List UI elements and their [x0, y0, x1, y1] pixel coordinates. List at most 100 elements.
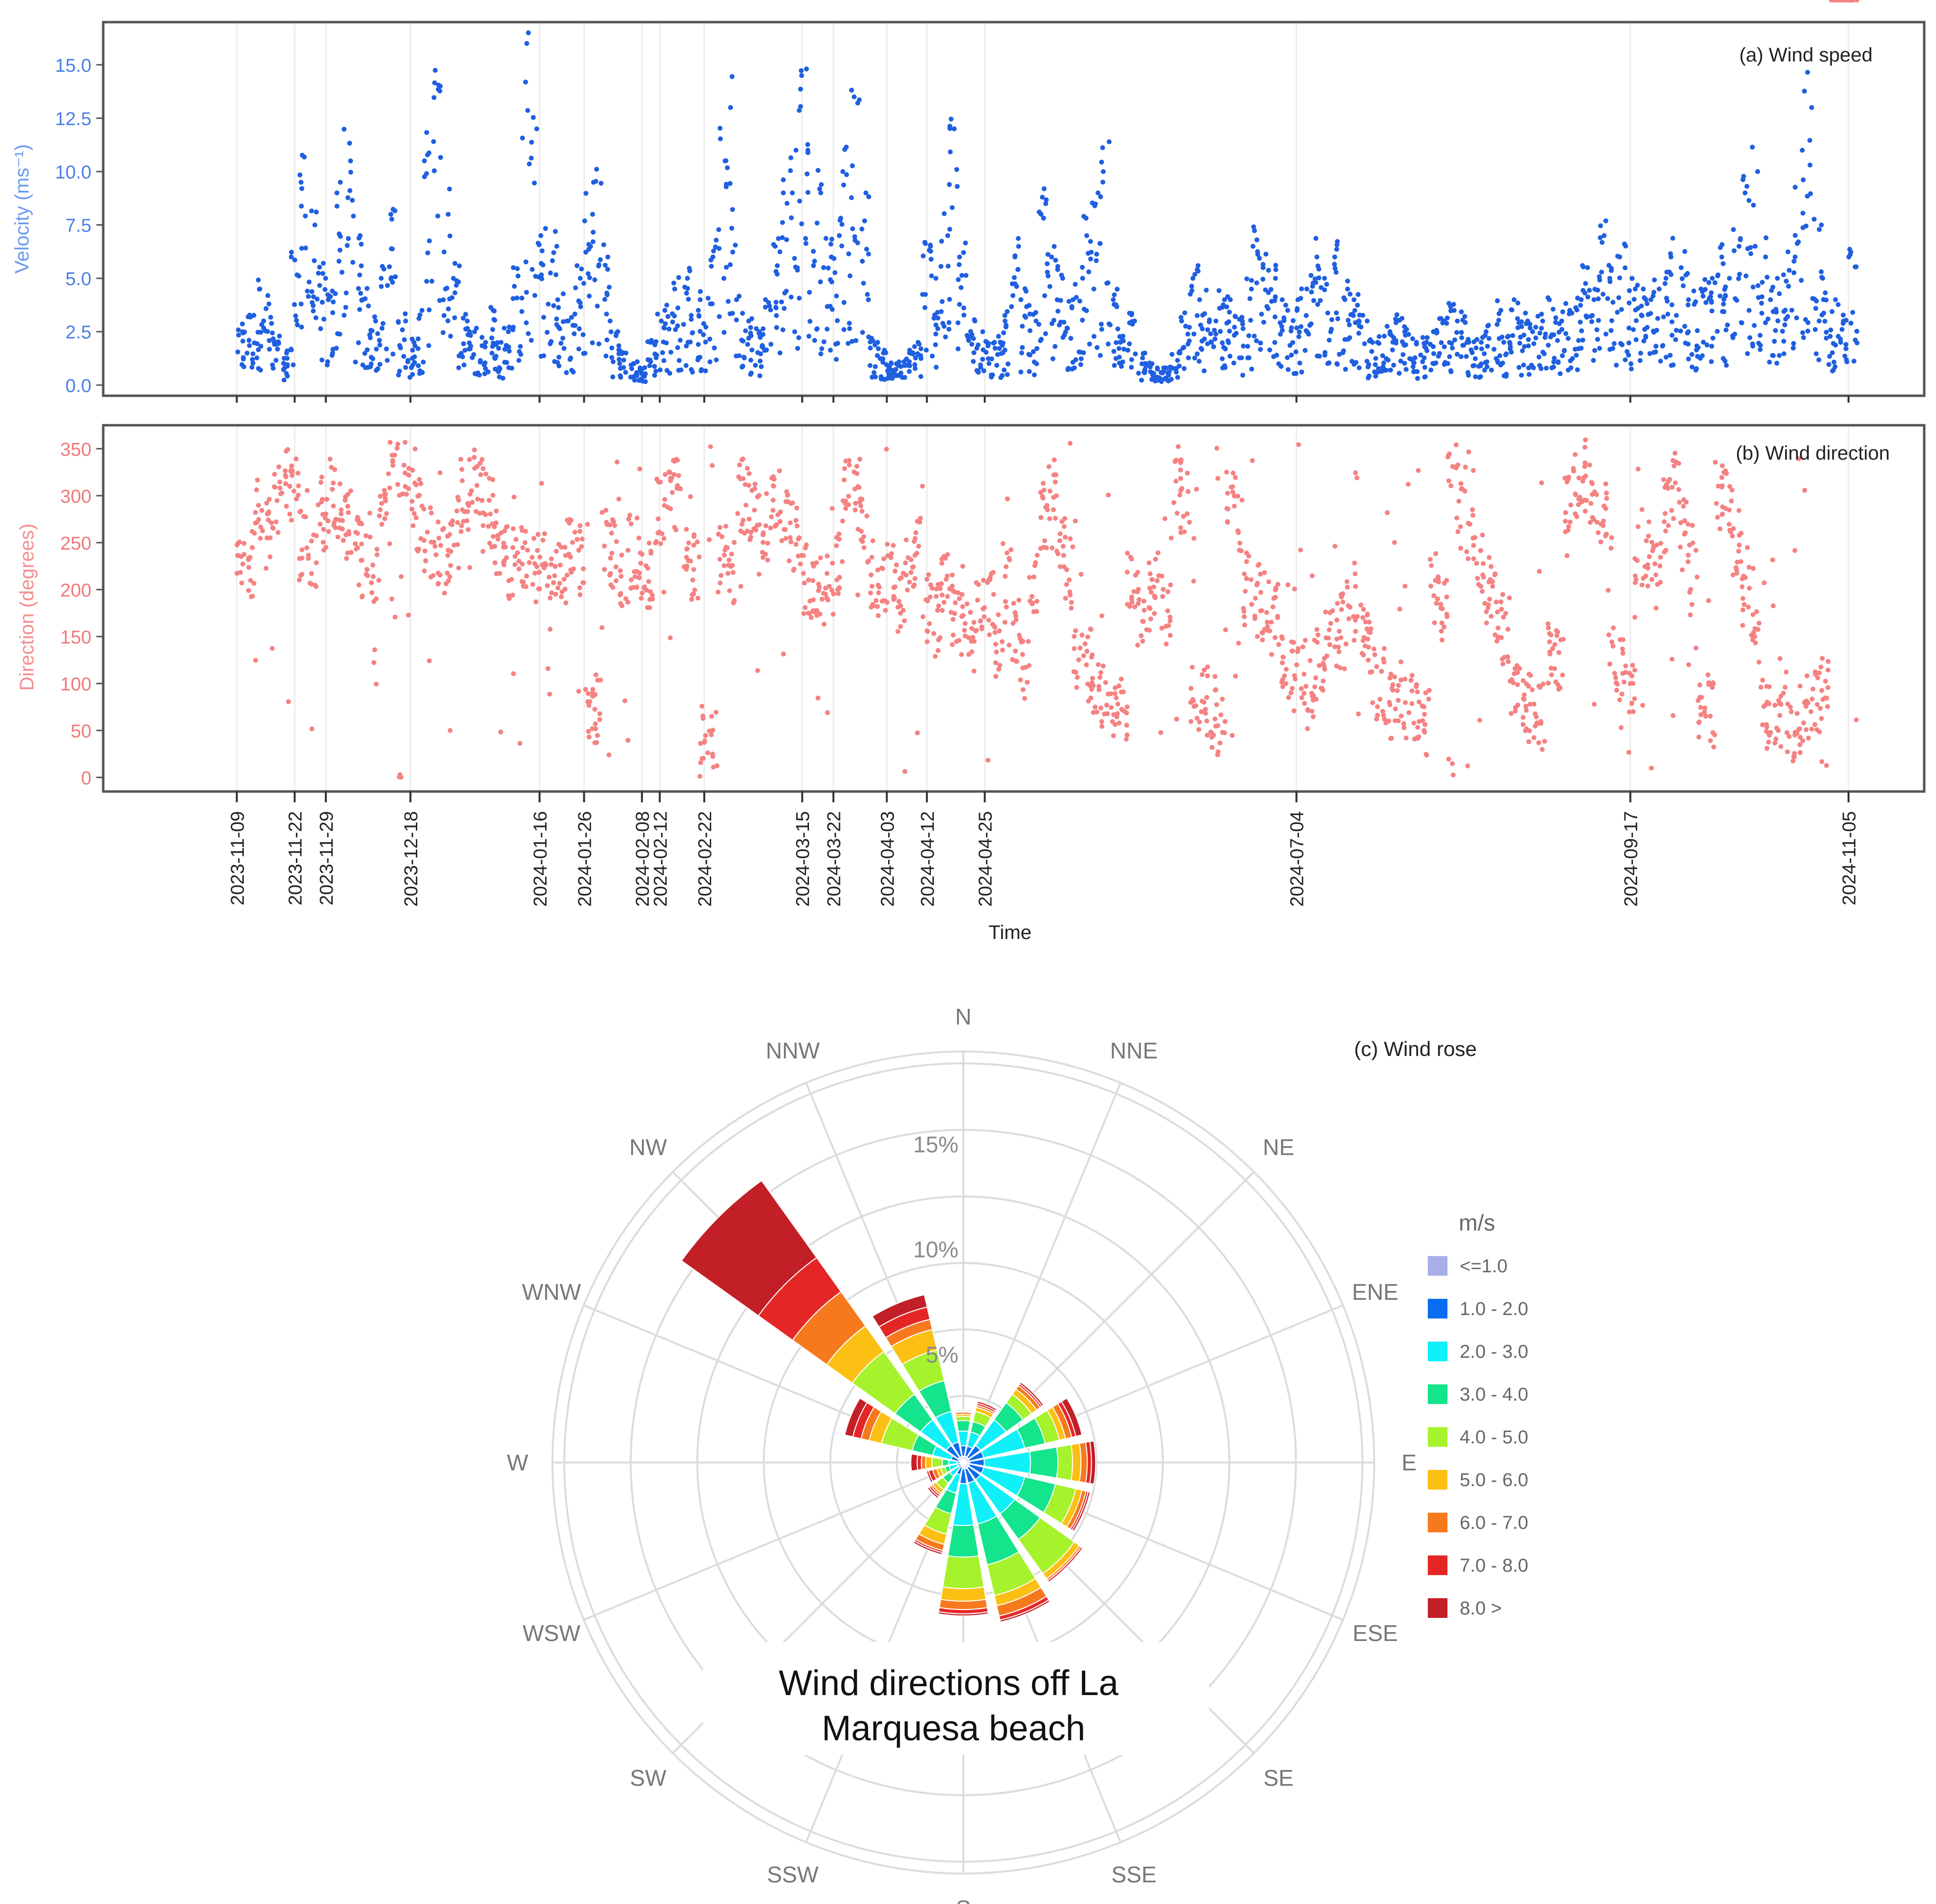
wind-speed-point [749, 347, 754, 352]
wind-speed-point [432, 80, 437, 86]
wind-speed-point [946, 320, 952, 325]
wind-direction-point [686, 558, 691, 563]
wind-direction-point [597, 711, 603, 716]
wind-speed-point [1483, 329, 1489, 334]
wind-speed-point [506, 329, 511, 334]
wind-speed-point [1107, 322, 1113, 327]
wind-speed-point [263, 306, 269, 311]
wind-direction-point [763, 523, 769, 528]
wind-direction-point [367, 534, 373, 540]
wind-speed-point [1175, 375, 1181, 380]
wind-speed-point [1099, 326, 1104, 332]
wind-speed-point [955, 320, 961, 325]
wind-speed-point [1826, 362, 1831, 367]
wind-direction-point [1734, 559, 1740, 565]
wind-direction-point [1026, 663, 1032, 668]
wind-speed-point [241, 355, 246, 360]
wind-direction-point [403, 470, 408, 476]
legend-label: 8.0 > [1460, 1598, 1502, 1619]
wind-speed-point [718, 136, 723, 142]
wind-direction-point [1210, 745, 1215, 750]
wind-direction-point [382, 488, 387, 493]
wind-direction-point [1062, 524, 1067, 529]
wind-speed-point [305, 289, 310, 294]
wind-direction-point [1185, 489, 1191, 494]
wind-direction-point [521, 580, 526, 585]
wind-speed-point [1261, 320, 1267, 325]
wind-speed-point [1197, 297, 1202, 302]
wind-speed-point [983, 350, 989, 355]
wind-speed-point [1000, 340, 1006, 346]
wind-speed-point [1279, 328, 1285, 333]
wind-speed-point [1240, 322, 1245, 327]
wind-direction-point [523, 584, 529, 589]
wind-speed-point [1800, 210, 1806, 216]
wind-direction-point [1291, 708, 1297, 713]
wind-speed-point [1851, 358, 1857, 364]
wind-speed-point [1781, 351, 1787, 356]
wind-direction-point [1676, 487, 1681, 492]
wind-direction-point [1803, 727, 1809, 732]
wind-direction-point [1235, 494, 1241, 499]
wind-speed-point [1430, 361, 1436, 366]
wind-speed-point [317, 264, 322, 270]
wind-speed-point [1723, 327, 1729, 333]
wind-speed-point [992, 340, 997, 345]
wind-direction-point [1230, 470, 1236, 476]
wind-speed-point [1347, 292, 1353, 297]
wind-speed-point [491, 308, 497, 314]
wind-speed-point [1190, 276, 1196, 281]
wind-direction-point [883, 608, 888, 613]
wind-direction-point [548, 627, 553, 632]
wind-direction-point [994, 649, 999, 655]
wind-direction-point [548, 595, 553, 601]
wind-direction-point [547, 692, 552, 697]
wind-direction-point [274, 498, 280, 503]
wind-direction-point [1104, 703, 1109, 708]
wind-direction-point [1383, 720, 1388, 726]
wind-speed-point [617, 361, 622, 366]
wind-speed-point [415, 336, 421, 342]
wind-direction-point [585, 522, 590, 527]
wind-direction-point [1099, 613, 1104, 618]
wind-speed-point [1461, 343, 1466, 348]
wind-direction-point [359, 521, 364, 527]
wind-direction-point [1214, 445, 1219, 451]
wind-direction-point [1390, 682, 1395, 687]
wind-speed-point [1351, 313, 1356, 318]
wind-speed-point [780, 327, 785, 332]
wind-speed-point [1660, 343, 1665, 349]
wind-rose-bar-segment [1070, 1442, 1082, 1483]
wind-speed-point [483, 340, 488, 345]
wind-speed-point [1500, 334, 1505, 340]
wind-direction-point [399, 574, 404, 579]
wind-speed-point [1015, 236, 1021, 241]
wind-direction-point [345, 503, 350, 509]
wind-direction-point [1606, 587, 1611, 593]
wind-speed-point [1541, 351, 1547, 356]
wind-direction-point [802, 580, 807, 586]
wind-speed-point [1548, 334, 1553, 340]
time-axis-label: Time [988, 922, 1031, 943]
wind-speed-point [1614, 362, 1619, 368]
wind-speed-point [438, 155, 443, 160]
wind-speed-point [1180, 346, 1185, 351]
wind-speed-point [1708, 294, 1713, 299]
wind-speed-point [1591, 297, 1597, 302]
wind-speed-point [367, 332, 373, 337]
wind-direction-point [487, 540, 492, 546]
wind-direction-point [1392, 540, 1397, 545]
wind-speed-point [707, 336, 713, 342]
wind-speed-point [863, 190, 868, 196]
wind-direction-point [778, 519, 783, 524]
wind-speed-point [1654, 327, 1659, 333]
wind-speed-point [523, 79, 528, 85]
wind-speed-point [756, 330, 762, 336]
wind-speed-point [954, 184, 960, 189]
wind-direction-point [1739, 584, 1745, 589]
wind-direction-point [606, 752, 611, 758]
wind-speed-point [662, 308, 667, 313]
wind-speed-point [1011, 275, 1017, 280]
wind-speed-point [1607, 279, 1613, 284]
wind-speed-point [539, 276, 545, 282]
